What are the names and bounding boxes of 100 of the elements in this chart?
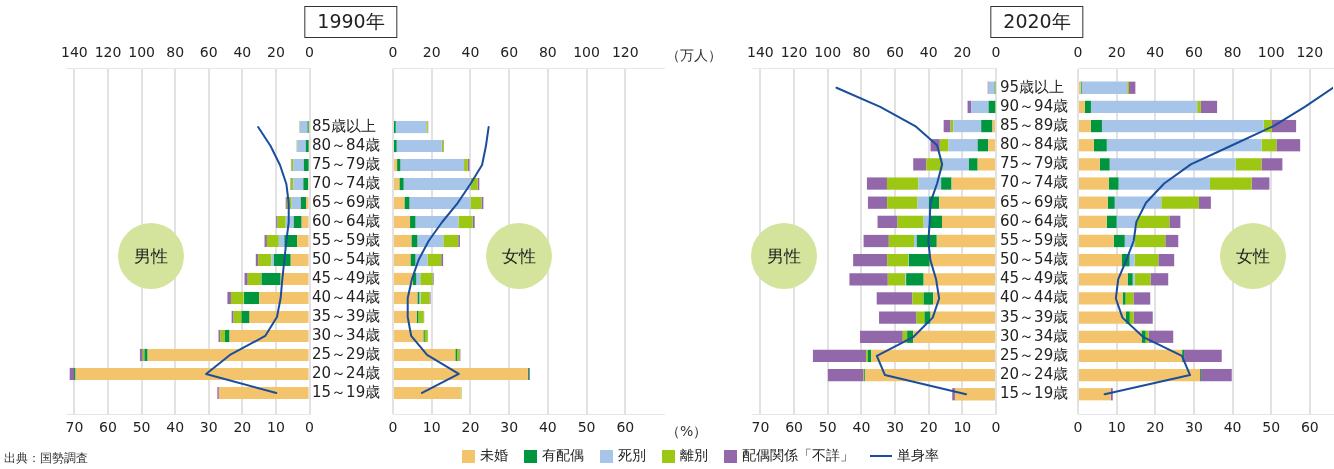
y-tick-label: 55～59歳: [1000, 230, 1069, 249]
y-tick-label: 60～64歳: [312, 211, 381, 230]
x-tick-label: 40: [919, 44, 938, 61]
text: 2020年: [990, 6, 1084, 38]
y-tick-label: 15～19歳: [1000, 384, 1069, 403]
x-tick-label: 120: [1296, 44, 1324, 61]
x2-tick-label: 30: [199, 419, 218, 436]
x2-tick-label: 50: [132, 419, 151, 436]
legend-label: 死別: [617, 447, 646, 465]
x2-tick-label: 10: [953, 419, 972, 436]
y-tick-label: 35～39歳: [312, 306, 381, 325]
circle-badge: 女性: [1220, 223, 1286, 289]
x2-tick-label: 50: [577, 419, 596, 436]
x-tick-label: 140: [747, 44, 774, 61]
y-tick-label: 75～79歳: [1000, 154, 1069, 173]
y-tick-label: 85～89歳: [1000, 115, 1069, 134]
x-tick-label: 20: [422, 44, 441, 61]
y-tick-label: 70～74歳: [312, 173, 381, 192]
y-tick-label: 65～69歳: [312, 192, 381, 211]
x2-tick-label: 60: [785, 419, 803, 436]
x2-tick-label: 70: [65, 419, 84, 436]
y-tick-label: 50～54歳: [1000, 250, 1069, 269]
y-tick-label: 70～74歳: [1000, 173, 1069, 192]
y-tick-label: 75～79歳: [312, 154, 381, 173]
y-tick-label: 45～49歳: [1000, 269, 1069, 288]
x-tick-label: 60: [886, 44, 904, 61]
x-tick-label: 100: [1257, 44, 1285, 61]
x2-tick-label: 20: [1146, 419, 1165, 436]
x-tick-label: 0: [1073, 44, 1083, 61]
x2-axis-title: （%）: [666, 423, 708, 441]
x-tick-label: 40: [1146, 44, 1165, 61]
text: 1990年: [304, 6, 398, 38]
x2-tick-label: 50: [1262, 419, 1281, 436]
y-tick-label: 80～84歳: [312, 135, 381, 154]
x-tick-label: 60: [1184, 44, 1203, 61]
y-tick-label: 15～19歳: [312, 382, 381, 401]
legend-label: 離別: [679, 447, 708, 465]
x2-tick-label: 30: [886, 419, 904, 436]
x2-tick-label: 50: [818, 419, 837, 436]
y-tick-label: 40～44歳: [1000, 288, 1069, 307]
circle-badge: 女性: [486, 223, 552, 289]
x2-tick-label: 20: [233, 419, 252, 436]
circle-badge: 男性: [118, 223, 184, 289]
y-tick-label: 20～24歳: [312, 363, 381, 382]
x-tick-label: 0: [991, 44, 1001, 61]
y-tick-label: 90～94歳: [1000, 96, 1069, 115]
x-tick-label: 80: [166, 44, 185, 61]
x-tick-label: 40: [461, 44, 480, 61]
x2-tick-label: 60: [616, 419, 635, 436]
y-tick-label: 95歳以上: [1000, 77, 1065, 96]
y-tick-label: 30～34歳: [312, 325, 381, 344]
x-tick-label: 20: [1107, 44, 1126, 61]
x2-tick-label: 0: [388, 419, 398, 436]
x2-tick-label: 10: [1107, 419, 1126, 436]
x-tick-label: 120: [611, 44, 639, 61]
x2-tick-label: 40: [538, 419, 557, 436]
x-tick-label: 120: [94, 44, 122, 61]
x-tick-label: 100: [814, 44, 842, 61]
x-tick-label: 120: [780, 44, 808, 61]
x-tick-label: 20: [267, 44, 285, 61]
x-tick-label: 40: [233, 44, 252, 61]
y-tick-label: 50～54歳: [312, 249, 381, 268]
x2-tick-label: 40: [1223, 419, 1242, 436]
legend-label: 有配偶: [541, 447, 584, 465]
x2-tick-label: 10: [267, 419, 285, 436]
x-tick-label: 0: [388, 44, 398, 61]
x-tick-label: 80: [852, 44, 871, 61]
x2-tick-label: 60: [1300, 419, 1319, 436]
x-tick-label: 100: [128, 44, 155, 61]
y-tick-label: 60～64歳: [1000, 211, 1069, 230]
y-tick-label: 85歳以上: [312, 116, 377, 135]
x2-tick-label: 70: [751, 419, 770, 436]
x-tick-label: 20: [953, 44, 972, 61]
circle-badge: 男性: [751, 223, 817, 289]
y-tick-label: 80～84歳: [1000, 135, 1069, 154]
x2-tick-label: 40: [166, 419, 185, 436]
x2-tick-label: 0: [991, 419, 1001, 436]
x2-tick-label: 0: [1073, 419, 1083, 436]
x-tick-label: 80: [538, 44, 557, 61]
x2-tick-label: 40: [852, 419, 871, 436]
x-tick-label: 60: [500, 44, 519, 61]
x-tick-label: 60: [199, 44, 218, 61]
y-tick-label: 65～69歳: [1000, 192, 1069, 211]
x2-tick-label: 0: [305, 419, 315, 436]
x-tick-label: 80: [1223, 44, 1242, 61]
x2-tick-label: 30: [500, 419, 519, 436]
y-tick-label: 55～59歳: [312, 230, 381, 249]
legend-label: 単身率: [896, 447, 939, 465]
x-tick-label: 140: [61, 44, 88, 61]
x2-tick-label: 60: [99, 419, 117, 436]
y-tick-label: 35～39歳: [1000, 307, 1069, 326]
y-tick-label: 25～29歳: [1000, 345, 1069, 364]
y-tick-label: 45～49歳: [312, 268, 381, 287]
x2-tick-label: 20: [461, 419, 480, 436]
y-tick-label: 20～24歳: [1000, 364, 1069, 383]
y-tick-label: 25～29歳: [312, 344, 381, 363]
legend-label: 配偶関係「不詳」: [741, 447, 854, 465]
y-tick-label: 30～34歳: [1000, 326, 1069, 345]
x-tick-label: 100: [573, 44, 600, 61]
y-tick-label: 40～44歳: [312, 287, 381, 306]
